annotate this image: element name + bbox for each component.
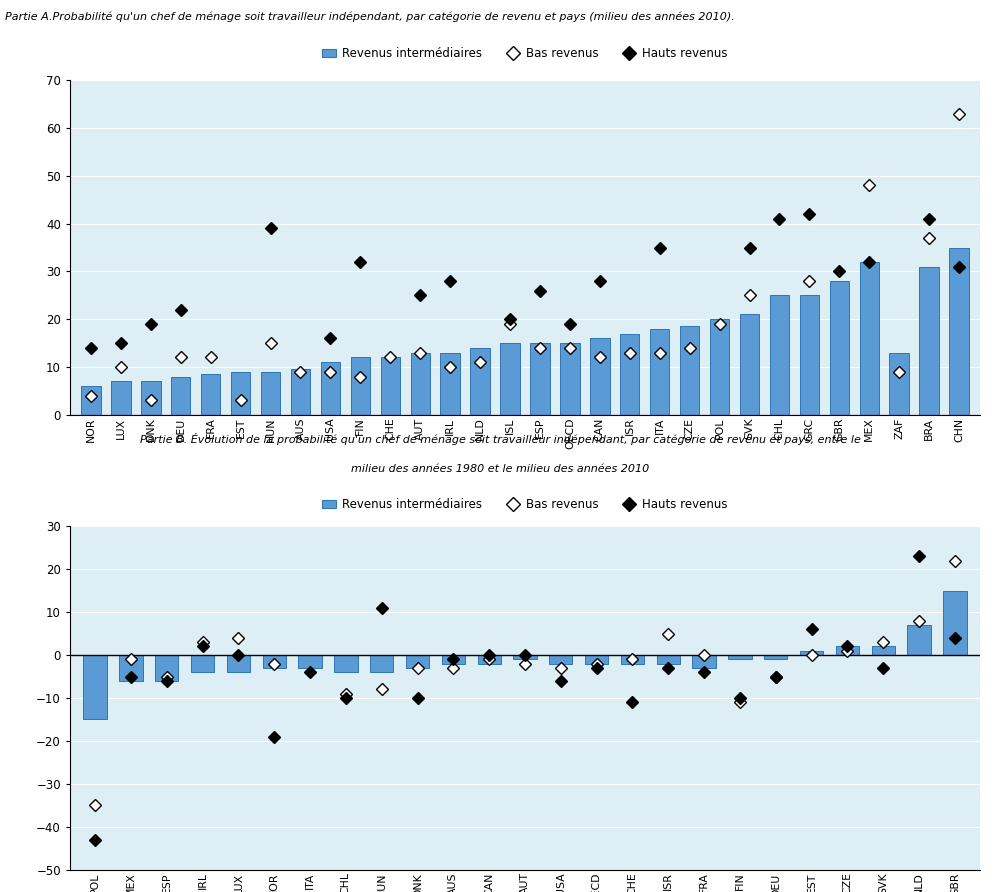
Bar xyxy=(943,591,967,655)
Bar xyxy=(119,655,143,681)
Bar xyxy=(830,281,849,415)
Legend: Revenus intermédiaires, Bas revenus, Hauts revenus: Revenus intermédiaires, Bas revenus, Hau… xyxy=(322,499,728,511)
Bar xyxy=(227,655,250,673)
Bar xyxy=(620,334,639,415)
Bar xyxy=(381,358,400,415)
Bar xyxy=(83,655,107,720)
Bar xyxy=(800,651,823,655)
Bar xyxy=(141,382,161,415)
Bar xyxy=(692,655,716,668)
Bar xyxy=(590,338,610,415)
Bar xyxy=(530,343,550,415)
Text: Partie A.Probabilité qu'un chef de ménage soit travailleur indépendant, par caté: Partie A.Probabilité qu'un chef de ménag… xyxy=(5,12,735,21)
Bar xyxy=(171,376,190,415)
Bar xyxy=(440,352,460,415)
Bar xyxy=(478,655,501,664)
Bar xyxy=(621,655,644,664)
Bar xyxy=(680,326,699,415)
Bar xyxy=(740,314,759,415)
Bar xyxy=(650,329,669,415)
Bar xyxy=(470,348,490,415)
Bar xyxy=(907,625,931,655)
Bar xyxy=(560,343,580,415)
Bar xyxy=(889,352,909,415)
Bar xyxy=(291,369,310,415)
Bar xyxy=(201,374,220,415)
Bar xyxy=(191,655,214,673)
Bar xyxy=(442,655,465,664)
Legend: Revenus intermédiaires, Bas revenus, Hauts revenus: Revenus intermédiaires, Bas revenus, Hau… xyxy=(322,47,728,60)
Bar xyxy=(710,319,729,415)
Bar xyxy=(155,655,178,681)
Bar xyxy=(261,372,280,415)
Bar xyxy=(728,655,752,659)
Text: Partie B. Évolution de la probabilité qu'un chef de ménage soit travailleur indé: Partie B. Évolution de la probabilité qu… xyxy=(140,434,860,445)
Bar xyxy=(770,295,789,415)
Bar xyxy=(370,655,393,673)
Bar xyxy=(81,386,101,415)
Bar xyxy=(872,647,895,655)
Bar xyxy=(764,655,787,659)
Bar xyxy=(949,247,969,415)
Bar xyxy=(321,362,340,415)
Bar xyxy=(111,382,131,415)
Bar xyxy=(351,358,370,415)
Bar xyxy=(860,262,879,415)
Bar xyxy=(406,655,429,668)
Bar xyxy=(298,655,322,668)
Bar xyxy=(263,655,286,668)
Bar xyxy=(836,647,859,655)
Bar xyxy=(919,267,939,415)
Bar xyxy=(549,655,572,664)
Bar xyxy=(411,352,430,415)
Bar xyxy=(231,372,250,415)
Bar xyxy=(657,655,680,664)
Bar xyxy=(800,295,819,415)
Bar xyxy=(334,655,358,673)
Bar xyxy=(585,655,608,664)
Bar xyxy=(500,343,520,415)
Bar xyxy=(513,655,537,659)
Text: milieu des années 1980 et le milieu des années 2010: milieu des années 1980 et le milieu des … xyxy=(351,465,649,475)
